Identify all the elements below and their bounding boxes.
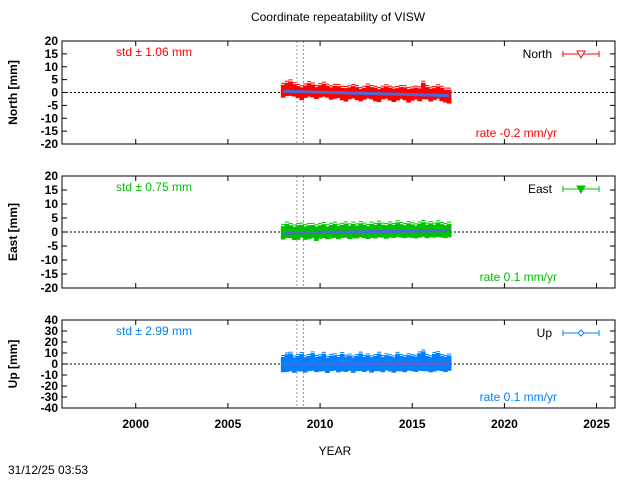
timestamp: 31/12/25 03:53 <box>8 463 88 477</box>
y-tick-label: 10 <box>45 197 59 211</box>
x-tick-label: 2015 <box>399 417 426 431</box>
y-tick-label: 0 <box>51 225 58 239</box>
y-tick-label: -5 <box>47 239 58 253</box>
y-tick-label: -20 <box>41 379 59 393</box>
trend-line <box>283 361 450 367</box>
plot-frame <box>61 40 616 145</box>
x-tick-label: 2020 <box>491 417 518 431</box>
data-point <box>288 81 293 96</box>
y-tick-label: -10 <box>41 368 59 382</box>
y-axis-label: North [mm] <box>6 60 20 125</box>
x-tick-label: 2005 <box>215 417 242 431</box>
trend-line <box>283 89 450 98</box>
legend-marker-icon <box>576 50 586 60</box>
y-tick-label: -5 <box>47 98 58 112</box>
data-point <box>358 88 363 102</box>
data-point <box>420 82 426 100</box>
chart-title: Coordinate repeatability of VISW <box>251 10 426 24</box>
y-tick-label: -15 <box>41 124 59 138</box>
y-tick-label: 40 <box>45 313 59 327</box>
rate-label: rate -0.2 mm/yr <box>476 126 557 140</box>
y-tick-label: 30 <box>45 324 59 338</box>
data-point <box>284 223 290 238</box>
legend-label: Up <box>537 326 553 340</box>
data-point <box>299 87 304 101</box>
data-point <box>321 83 327 97</box>
data-point <box>435 353 441 371</box>
y-tick-label: 0 <box>51 86 58 100</box>
trend-line <box>283 229 450 235</box>
std-label: std ± 1.06 mm <box>116 45 192 59</box>
data-point <box>339 353 345 372</box>
data-point <box>446 89 452 104</box>
y-tick-label: -40 <box>41 401 59 415</box>
data-point <box>446 355 452 371</box>
y-tick-label: 20 <box>45 34 59 48</box>
rate-label: rate 0.1 mm/yr <box>480 390 557 404</box>
y-tick-label: 5 <box>51 73 58 87</box>
x-tick-label: 2025 <box>583 417 610 431</box>
data-point <box>321 353 327 372</box>
x-axis-label: YEAR <box>319 444 352 458</box>
y-tick-label: 15 <box>45 47 59 61</box>
data-point <box>299 353 304 372</box>
y-tick-label: 0 <box>51 357 58 371</box>
data-point <box>435 86 441 99</box>
y-tick-label: 20 <box>45 169 59 183</box>
data-point <box>376 353 382 372</box>
y-tick-label: -20 <box>41 137 59 151</box>
data-point <box>376 89 382 103</box>
legend-label: North <box>523 47 552 61</box>
y-tick-label: -10 <box>41 111 59 125</box>
plot-frame <box>61 319 616 409</box>
legend-label: East <box>528 182 553 196</box>
y-tick-label: 20 <box>45 335 59 349</box>
std-label: std ± 2.99 mm <box>116 324 192 338</box>
data-point <box>343 88 349 102</box>
x-tick-label: 2010 <box>307 417 334 431</box>
y-tick-label: -20 <box>41 281 59 295</box>
legend-marker-icon <box>577 329 585 337</box>
y-tick-label: -15 <box>41 267 59 281</box>
y-tick-label: 15 <box>45 183 59 197</box>
y-tick-label: 5 <box>51 211 58 225</box>
data-point <box>358 353 363 372</box>
data-point <box>288 353 293 372</box>
y-axis-label: Up [mm] <box>6 340 20 389</box>
legend-marker-icon <box>576 185 586 195</box>
data-point <box>310 353 316 371</box>
data-point <box>376 222 382 238</box>
data-point <box>417 353 422 371</box>
y-tick-label: 10 <box>45 346 59 360</box>
data-point <box>395 222 400 238</box>
data-point <box>420 351 426 372</box>
rate-label: rate 0.1 mm/yr <box>480 270 557 284</box>
y-axis-label: East [mm] <box>6 203 20 261</box>
data-point <box>306 83 312 97</box>
y-tick-label: -10 <box>41 253 59 267</box>
data-point <box>424 87 430 100</box>
y-tick-label: 10 <box>45 60 59 74</box>
data-point <box>284 82 290 97</box>
plot-frame <box>61 175 616 289</box>
x-tick-label: 2000 <box>122 417 149 431</box>
y-tick-label: -30 <box>41 390 59 404</box>
std-label: std ± 0.75 mm <box>116 180 192 194</box>
